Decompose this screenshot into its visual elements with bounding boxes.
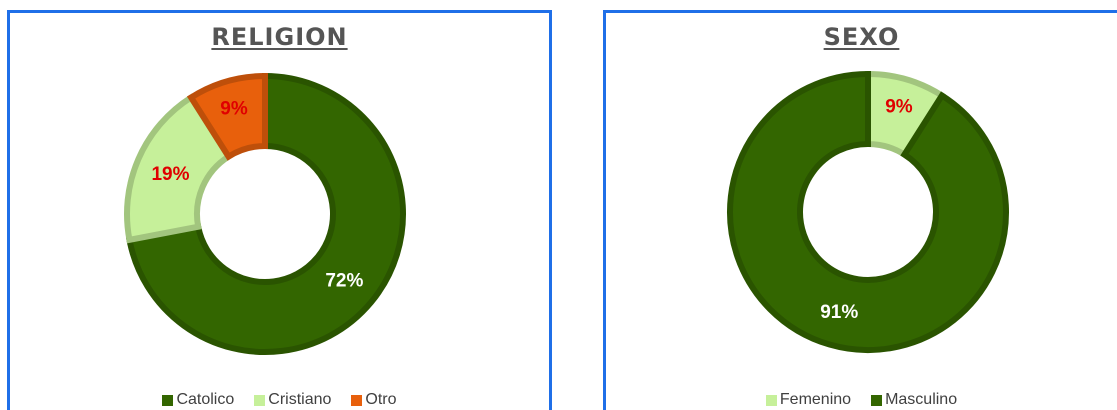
data-label-cristiano: 19% (151, 164, 189, 185)
legend-item-otro: Otro (351, 390, 397, 410)
legend-label: Otro (365, 391, 397, 408)
legend-item-cristiano: Cristiano (254, 390, 331, 410)
legend-label: Masculino (885, 391, 958, 408)
slice-otro (186, 72, 268, 161)
legend-label: Cristiano (268, 391, 332, 408)
religion-chart-panel: RELIGION 72% 19% 9% Catolico Cristiano Otro (7, 10, 552, 410)
legend-item-femenino: Femenino (765, 390, 852, 410)
legend-swatch (765, 394, 777, 406)
slice-cristiano (124, 93, 233, 244)
data-label-catolico: 72% (325, 271, 363, 292)
sexo-donut-chart: 9% 91% (727, 70, 1009, 353)
chart-title: RELIGION (211, 23, 348, 51)
religion-donut-chart: 72% 19% 9% (124, 72, 406, 355)
legend-item-masculino: Masculino (871, 390, 957, 410)
sexo-legend: Femenino Masculino (606, 390, 1117, 410)
legend-swatch (162, 394, 174, 406)
legend-swatch (254, 394, 266, 406)
legend-label: Femenino (779, 391, 852, 408)
chart-title: SEXO (823, 23, 900, 51)
legend-swatch (871, 394, 883, 406)
legend-label: Catolico (176, 391, 235, 408)
religion-legend: Catolico Cristiano Otro (10, 390, 549, 410)
slice-masculino (727, 70, 1009, 353)
legend-swatch (351, 394, 363, 406)
data-label-femenino: 9% (885, 96, 913, 117)
slice-catolico (125, 72, 406, 355)
legend-item-catolico: Catolico (162, 390, 234, 410)
data-label-masculino: 91% (820, 302, 858, 323)
sexo-chart-panel: SEXO 9% 91% Femenino Masculino (603, 10, 1117, 410)
data-label-otro: 9% (220, 98, 248, 119)
